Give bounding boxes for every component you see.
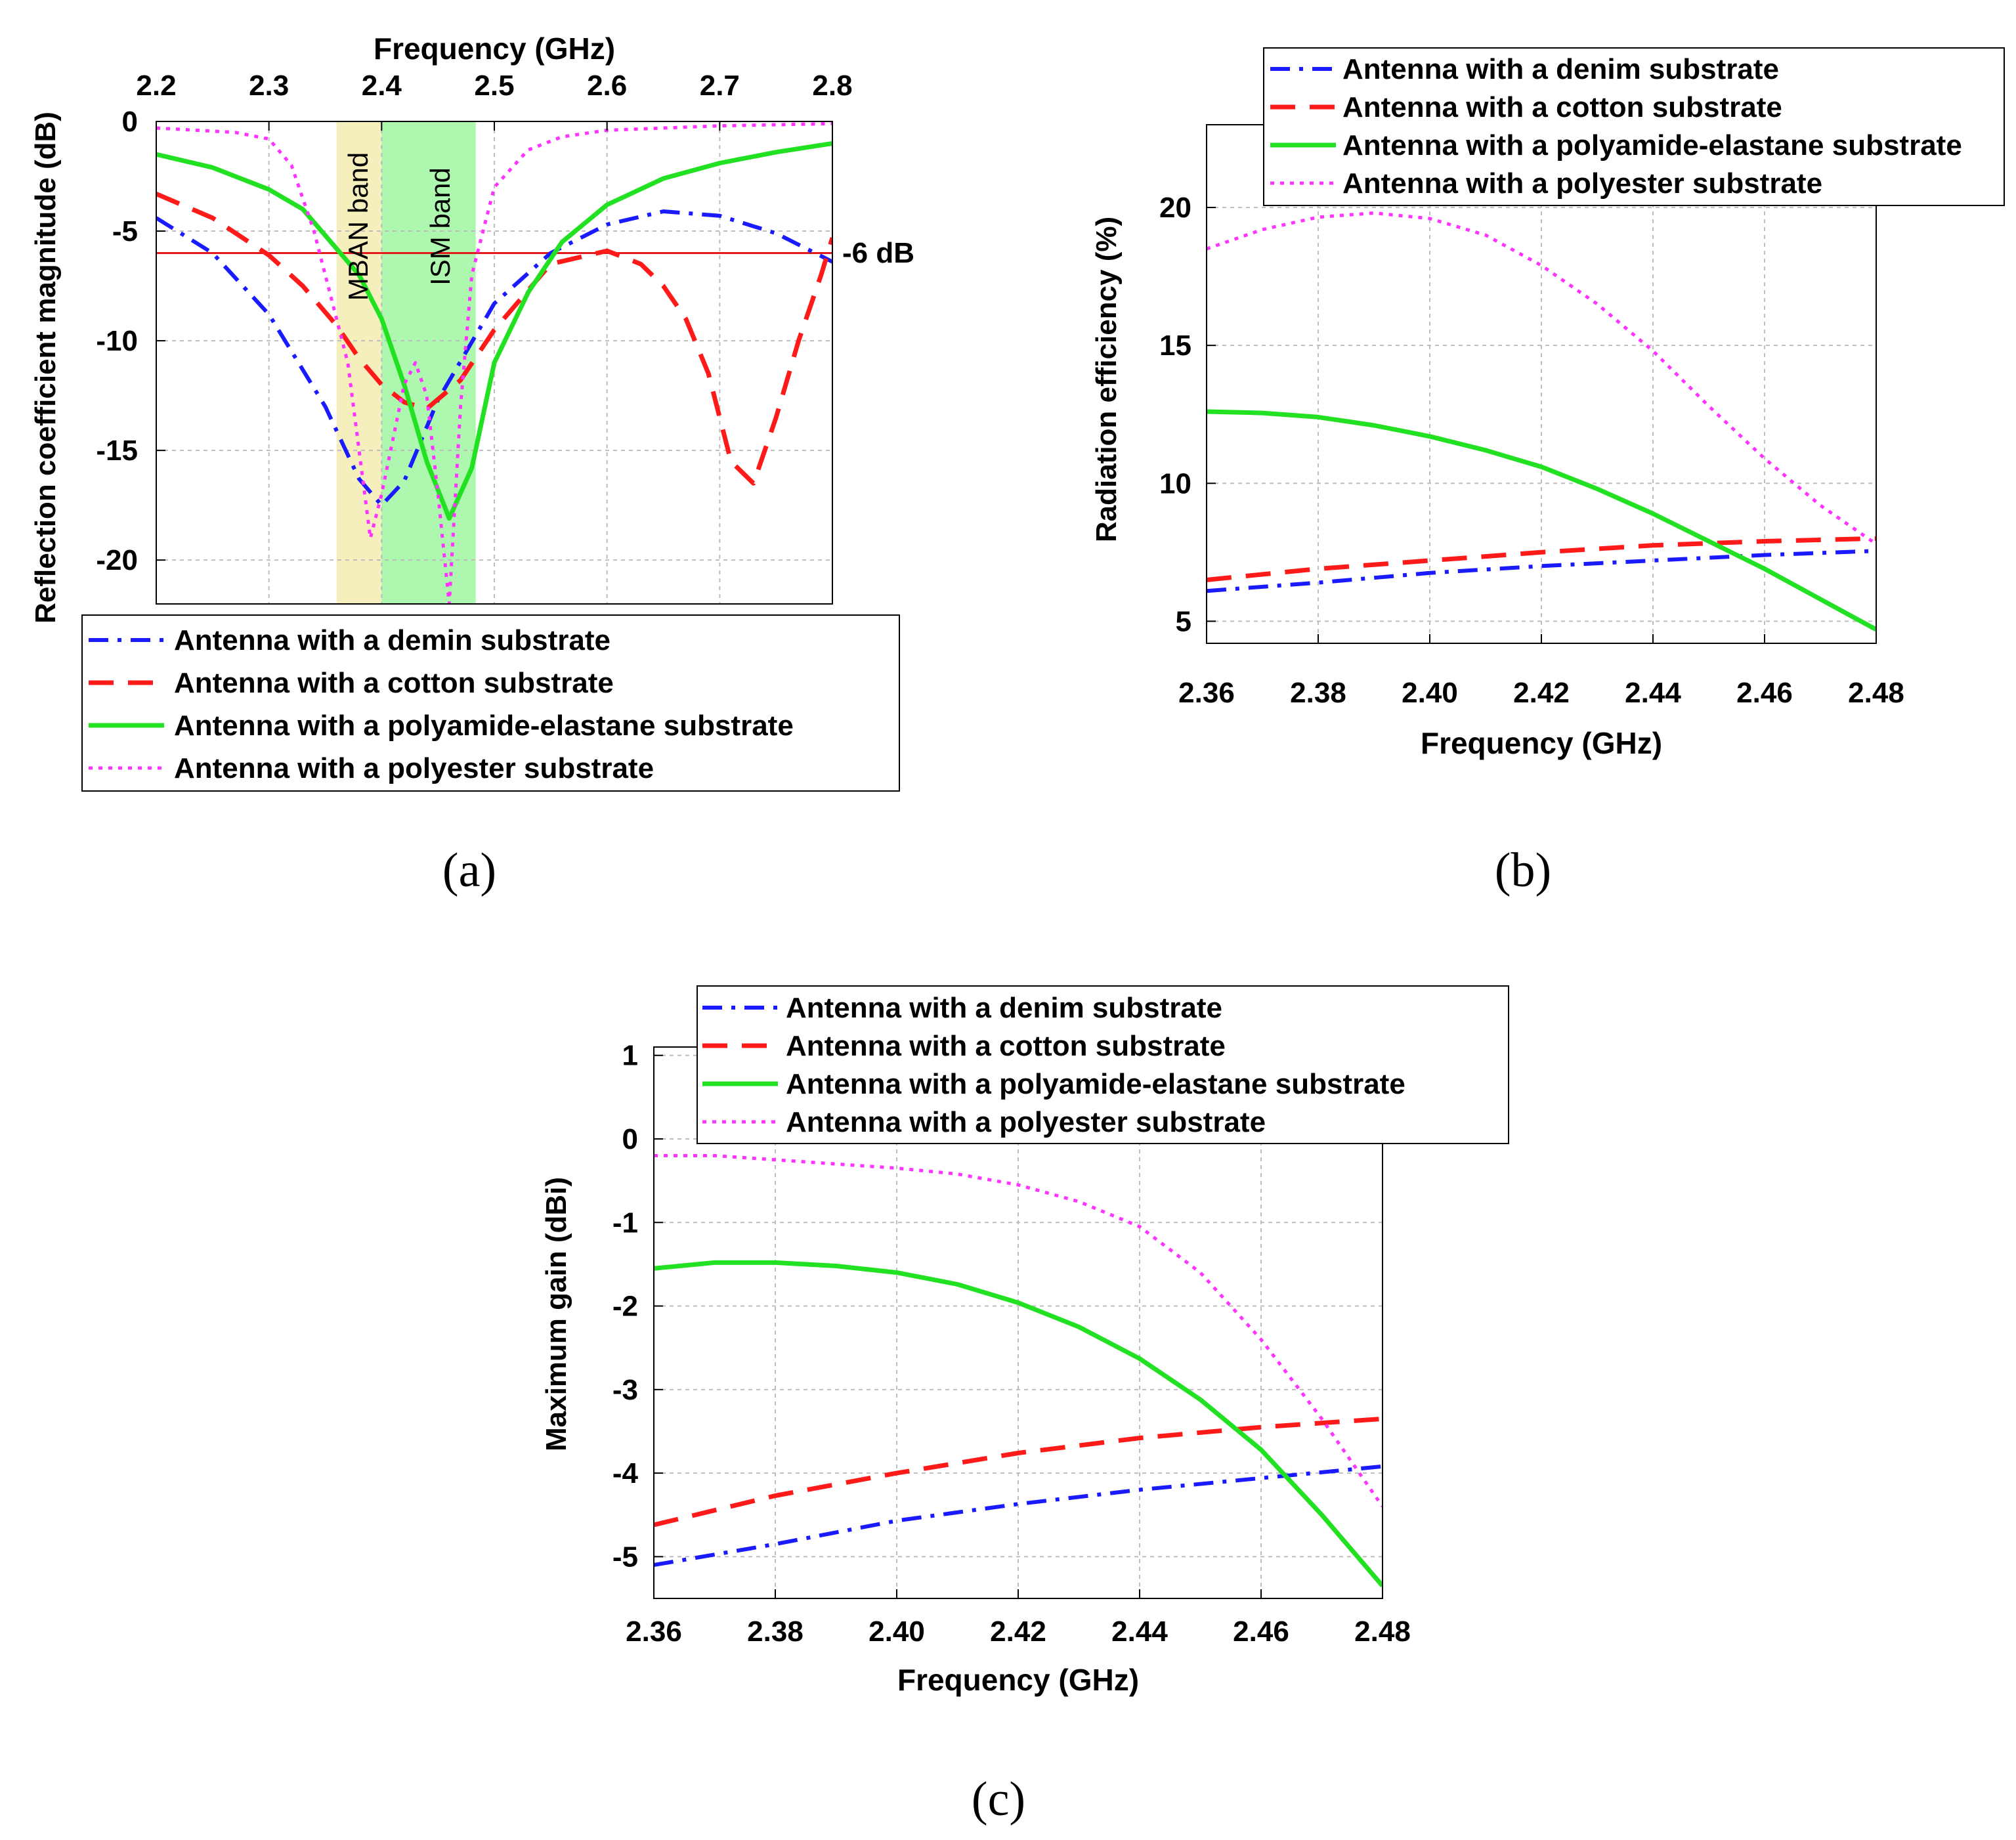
b-legend-polyamide: Antenna with a polyamide-elastane substr… — [1342, 129, 1962, 161]
a-y-axis-label: Reflection coefficient magnitude (dB) — [30, 112, 62, 624]
b-x-tick-label: 2.46 — [1736, 677, 1793, 709]
a-band-mban — [336, 121, 382, 604]
b-series-demin — [1207, 549, 1876, 593]
a-legend-polyester: Antenna with a polyester substrate — [174, 752, 654, 784]
b-legend-cotton: Antenna with a cotton substrate — [1342, 91, 1782, 123]
b-x-tick-label: 2.42 — [1513, 677, 1570, 709]
c-x-tick-label: 2.38 — [747, 1615, 804, 1648]
c-y-tick-label: -2 — [612, 1291, 638, 1323]
a-ism-band-label: ISM band — [425, 167, 456, 286]
a-y-tick-label: -20 — [96, 544, 138, 576]
c-y-ticks: 1 0 -1 -2 -3 -4 -5 — [612, 1040, 663, 1573]
b-x-ticks: 2.36 2.38 2.40 2.42 2.44 2.46 2.48 — [1178, 634, 1904, 709]
a-legend-polyamide: Antenna with a polyamide-elastane substr… — [174, 710, 794, 742]
a-series-group — [156, 121, 832, 604]
b-x-tick-label: 2.48 — [1848, 677, 1904, 709]
b-series-cotton — [1207, 536, 1876, 582]
c-legend-cotton: Antenna with a cotton substrate — [786, 1030, 1226, 1062]
c-y-tick-label: -3 — [612, 1374, 638, 1406]
a-y-tick-label: -10 — [96, 325, 138, 357]
c-legend-denim: Antenna with a denim substrate — [786, 992, 1222, 1024]
a-x-tick-label: 2.8 — [812, 70, 852, 102]
b-x-tick-label: 2.38 — [1290, 677, 1346, 709]
a-legend-swatches — [89, 638, 164, 770]
b-series-group — [1207, 211, 1876, 632]
b-y-ticks: 5 10 15 20 — [1159, 192, 1216, 637]
c-x-tick-label: 2.46 — [1233, 1615, 1289, 1648]
b-legend: Antenna with a denim substrate Antenna w… — [1263, 47, 2005, 206]
panel-b: 2.36 2.38 2.40 2.42 2.44 2.46 2.48 5 10 15 20 Fre… — [1090, 47, 2005, 897]
c-y-axis-label: Maximum gain (dBi) — [540, 1177, 572, 1451]
c-panel-label: (c) — [972, 1772, 1025, 1826]
a-series-polyamide — [156, 140, 832, 521]
b-y-tick-label: 20 — [1159, 192, 1191, 224]
b-x-tick-label: 2.44 — [1625, 677, 1681, 709]
a-x-axis-label: Frequency (GHz) — [374, 32, 615, 66]
b-y-tick-label: 15 — [1159, 330, 1191, 362]
c-legend: Antenna with a denim substrate Antenna w… — [697, 985, 1509, 1144]
a-x-tick-label: 2.5 — [474, 70, 514, 102]
c-x-tick-label: 2.44 — [1111, 1615, 1168, 1648]
b-x-tick-label: 2.36 — [1178, 677, 1235, 709]
a-x-tick-label: 2.6 — [587, 70, 627, 102]
b-y-axis-label: Radiation efficiency (%) — [1090, 217, 1123, 542]
b-legend-swatches — [1270, 67, 1336, 185]
b-x-axis-label: Frequency (GHz) — [1421, 726, 1662, 760]
a-panel-label: (a) — [442, 844, 496, 897]
c-series-polyester — [654, 1154, 1383, 1508]
a-series-cotton — [156, 192, 832, 486]
panel-c: 2.36 2.38 2.40 2.42 2.44 2.46 2.48 1 0 -1 -2 -3 -4 -… — [540, 985, 1509, 1826]
a-x-tick-label: 2.4 — [362, 70, 402, 102]
a-mban-band-label: MBAN band — [343, 152, 374, 301]
b-legend-polyester: Antenna with a polyester substrate — [1342, 167, 1822, 200]
c-y-tick-label: -5 — [612, 1541, 638, 1573]
b-legend-denim: Antenna with a denim substrate — [1342, 53, 1779, 85]
c-x-axis-label: Frequency (GHz) — [897, 1663, 1139, 1697]
c-series-group — [654, 1154, 1383, 1588]
b-series-polyamide — [1207, 409, 1876, 632]
b-y-tick-label: 10 — [1159, 467, 1191, 500]
c-legend-swatches — [702, 1006, 778, 1124]
b-panel-label: (b) — [1495, 844, 1551, 897]
a-y-tick-label: -5 — [112, 215, 138, 247]
c-x-tick-label: 2.40 — [869, 1615, 925, 1648]
a-legend-cotton: Antenna with a cotton substrate — [174, 667, 614, 699]
b-legend-box — [1263, 47, 2005, 206]
a-x-tick-label: 2.3 — [249, 70, 289, 102]
a-y-ticks: 0 -5 -10 -15 -20 — [96, 106, 165, 576]
a-legend-demin: Antenna with a demin substrate — [174, 624, 611, 656]
c-y-tick-label: 0 — [622, 1123, 638, 1155]
c-y-tick-label: -1 — [612, 1207, 638, 1239]
a-legend-box — [81, 614, 900, 792]
c-x-tick-label: 2.42 — [990, 1615, 1046, 1648]
c-y-tick-label: 1 — [622, 1040, 638, 1072]
a-x-tick-label: 2.2 — [136, 70, 176, 102]
c-legend-box — [697, 985, 1509, 1144]
b-y-tick-label: 5 — [1176, 605, 1191, 637]
a-legend: Antenna with a demin substrate Antenna w… — [81, 614, 900, 792]
c-x-tick-label: 2.48 — [1354, 1615, 1411, 1648]
c-y-tick-label: -4 — [612, 1457, 639, 1489]
a-y-tick-label: -15 — [96, 435, 138, 467]
a-threshold-label: -6 dB — [842, 237, 914, 269]
c-series-polyamide — [654, 1260, 1383, 1588]
panel-a: 2.2 2.3 2.4 2.5 2.6 2.7 2.8 0 -5 -10 -15 -20 Frequ… — [30, 32, 914, 897]
c-legend-polyamide: Antenna with a polyamide-elastane substr… — [786, 1068, 1405, 1100]
b-grid — [1206, 125, 1877, 643]
c-series-cotton — [654, 1416, 1383, 1528]
a-series-polyester — [156, 121, 832, 604]
a-x-tick-label: 2.7 — [700, 70, 740, 102]
c-x-ticks: 2.36 2.38 2.40 2.42 2.44 2.46 2.48 — [626, 1589, 1411, 1648]
c-x-tick-label: 2.36 — [626, 1615, 682, 1648]
a-y-tick-label: 0 — [122, 106, 138, 138]
a-x-ticks: 2.2 2.3 2.4 2.5 2.6 2.7 2.8 — [136, 70, 853, 131]
c-legend-polyester: Antenna with a polyester substrate — [786, 1106, 1266, 1138]
b-x-tick-label: 2.40 — [1402, 677, 1458, 709]
